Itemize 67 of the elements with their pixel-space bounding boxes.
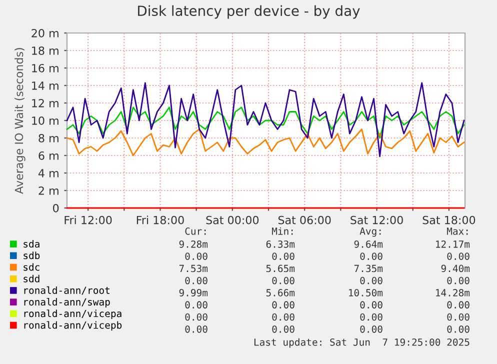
text: 0.00 xyxy=(185,313,208,321)
text: 7.53m xyxy=(179,264,208,272)
chart-title: Disk latency per device - by day xyxy=(138,5,360,19)
y-tick-label: 14 m xyxy=(32,82,58,90)
text: Last update: Sat Jun 7 19:25:00 2025 xyxy=(254,338,470,348)
text: 0.00 xyxy=(447,313,470,321)
x-tick-label: Fri 12:00 xyxy=(64,216,112,224)
text: 0.00 xyxy=(360,252,382,260)
text: Cur: xyxy=(185,227,206,235)
y-axis-title: Average IO Wait (seconds) xyxy=(14,48,26,194)
y-tick-label: 18 m xyxy=(32,46,58,55)
text: 0.00 xyxy=(185,325,208,333)
text: 0.00 xyxy=(360,325,382,333)
y-tick-label: 6 m xyxy=(38,151,58,160)
text: Avg: xyxy=(360,228,381,237)
y-tick-label: 12 m xyxy=(32,98,58,108)
text: 0.00 xyxy=(360,301,382,309)
line-series xyxy=(66,82,465,158)
y-tick-label: 20 m xyxy=(32,28,58,38)
text: 0.00 xyxy=(272,301,294,309)
text: 0.00 xyxy=(360,276,382,284)
legend-label: sdc xyxy=(24,263,40,271)
text: 0.00 xyxy=(447,301,470,309)
legend-label: ronald-ann/vicepa xyxy=(24,310,122,320)
y-tick-label: 16 m xyxy=(32,64,58,72)
text: 9.28m xyxy=(179,240,208,248)
y-tick-label: 10 m xyxy=(32,116,58,125)
text: 5.66m xyxy=(266,289,295,296)
legend-label: sdd xyxy=(24,274,40,282)
text: 0.00 xyxy=(185,301,208,309)
text: 0.00 xyxy=(447,252,470,260)
line-series xyxy=(66,106,465,139)
legend-label: sdb xyxy=(24,252,40,260)
text: 0.00 xyxy=(185,276,208,284)
legend-label: ronald-ann/vicepb xyxy=(24,321,122,331)
text: 0.00 xyxy=(272,252,294,260)
legend-label: ronald-ann/swap xyxy=(24,298,110,308)
text: Max: xyxy=(446,228,468,235)
y-tick-label: 4 m xyxy=(38,169,58,178)
text: 0.00 xyxy=(272,325,294,333)
text: 0.00 xyxy=(447,325,470,333)
y-tick-label: 8 m xyxy=(38,134,58,142)
text: Min: xyxy=(272,227,293,235)
x-tick-label: Sat 00:00 xyxy=(206,216,259,224)
text: 9.64m xyxy=(354,240,383,248)
text: 0.00 xyxy=(360,313,382,321)
text: 0.00 xyxy=(272,313,294,321)
text: 5.65m xyxy=(266,264,295,272)
legend-label: sda xyxy=(24,240,40,248)
x-tick-label: Fri 18:00 xyxy=(136,216,184,224)
line-series xyxy=(66,128,465,156)
text: 7.35m xyxy=(354,264,383,272)
text: 0.00 xyxy=(185,252,208,260)
text: 6.33m xyxy=(266,240,295,248)
x-tick-label: Sat 06:00 xyxy=(278,216,331,224)
text: 0.00 xyxy=(272,276,294,284)
y-tick-label: 0 xyxy=(53,204,59,212)
text: 10.50m xyxy=(349,289,383,296)
x-tick-label: Sat 12:00 xyxy=(350,216,403,224)
text: 0.00 xyxy=(447,276,470,284)
text: 9.99m xyxy=(179,289,208,296)
text: 9.40m xyxy=(441,264,470,272)
x-tick-label: Sat 18:00 xyxy=(422,216,476,224)
y-tick-label: 2 m xyxy=(38,186,58,195)
legend-label: ronald-ann/root xyxy=(24,286,110,295)
text: 12.17m xyxy=(436,240,470,248)
text: 14.28m xyxy=(436,289,470,296)
